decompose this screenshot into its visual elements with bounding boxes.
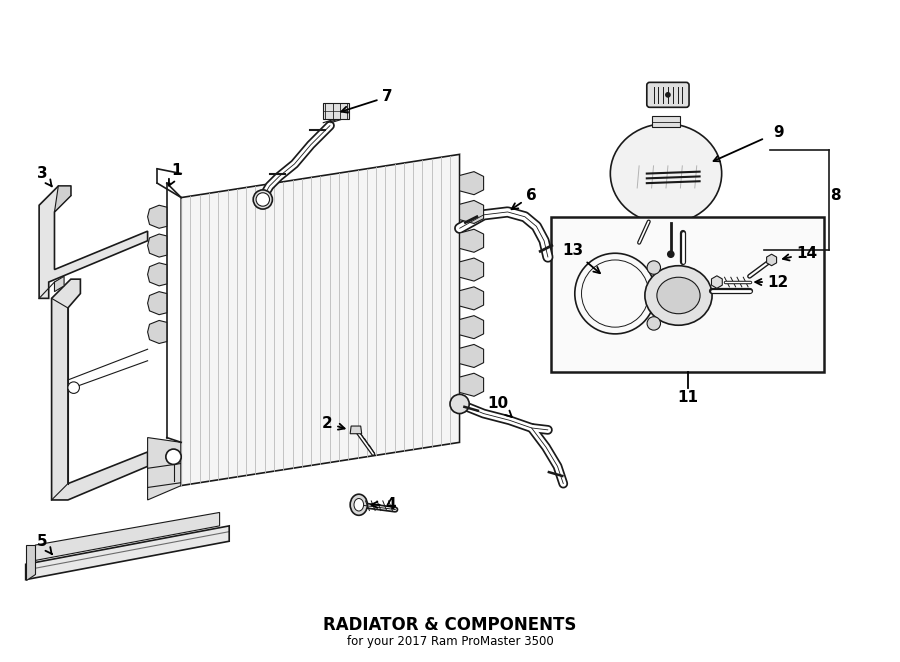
Polygon shape — [767, 254, 777, 265]
Polygon shape — [148, 292, 166, 314]
Polygon shape — [55, 276, 64, 292]
Text: 1: 1 — [169, 163, 182, 185]
Polygon shape — [460, 171, 483, 195]
Text: 7: 7 — [341, 89, 393, 113]
Text: 9: 9 — [773, 124, 784, 140]
Polygon shape — [148, 438, 181, 500]
Ellipse shape — [610, 124, 722, 224]
Text: 14: 14 — [783, 246, 818, 261]
Polygon shape — [35, 512, 220, 561]
Circle shape — [166, 449, 181, 465]
Polygon shape — [460, 229, 483, 252]
Circle shape — [256, 193, 269, 206]
Text: 3: 3 — [37, 166, 52, 187]
Polygon shape — [460, 287, 483, 310]
Ellipse shape — [645, 265, 712, 325]
Circle shape — [450, 395, 469, 414]
Circle shape — [647, 316, 661, 330]
Text: 4: 4 — [372, 497, 396, 512]
Polygon shape — [148, 205, 166, 228]
Polygon shape — [55, 186, 71, 212]
Circle shape — [667, 250, 675, 258]
Ellipse shape — [657, 277, 700, 314]
Circle shape — [253, 190, 273, 209]
Circle shape — [665, 92, 670, 98]
FancyBboxPatch shape — [652, 116, 680, 128]
Polygon shape — [148, 234, 166, 257]
Polygon shape — [39, 186, 148, 299]
Text: 2: 2 — [321, 416, 345, 431]
Polygon shape — [350, 426, 362, 434]
FancyBboxPatch shape — [647, 82, 689, 107]
Polygon shape — [51, 279, 148, 500]
Polygon shape — [460, 344, 483, 367]
Polygon shape — [323, 103, 349, 119]
Polygon shape — [148, 320, 166, 344]
Text: 8: 8 — [831, 188, 842, 203]
Polygon shape — [712, 276, 723, 288]
Text: 10: 10 — [488, 397, 512, 417]
Ellipse shape — [350, 495, 367, 515]
Circle shape — [647, 261, 661, 274]
Text: for your 2017 Ram ProMaster 3500: for your 2017 Ram ProMaster 3500 — [346, 635, 554, 647]
Ellipse shape — [354, 498, 364, 511]
Text: 11: 11 — [678, 390, 698, 404]
Polygon shape — [26, 526, 230, 580]
Text: 6: 6 — [511, 188, 537, 209]
Polygon shape — [148, 263, 166, 286]
Polygon shape — [460, 258, 483, 281]
Circle shape — [68, 382, 79, 393]
Text: 12: 12 — [755, 275, 789, 289]
Text: RADIATOR & COMPONENTS: RADIATOR & COMPONENTS — [323, 616, 577, 634]
Polygon shape — [460, 373, 483, 397]
Text: 13: 13 — [562, 243, 600, 273]
Polygon shape — [181, 154, 460, 485]
Polygon shape — [460, 316, 483, 339]
Bar — [551, 216, 824, 372]
Polygon shape — [460, 201, 483, 224]
Polygon shape — [26, 545, 35, 580]
Text: 5: 5 — [37, 534, 52, 554]
